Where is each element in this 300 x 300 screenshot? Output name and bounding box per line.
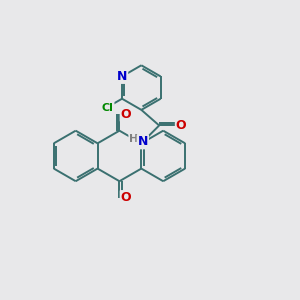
Text: O: O xyxy=(121,108,131,121)
Text: N: N xyxy=(138,135,148,148)
Text: N: N xyxy=(117,70,127,83)
Text: O: O xyxy=(121,191,131,204)
Text: Cl: Cl xyxy=(102,103,114,112)
Text: H: H xyxy=(129,134,139,144)
Text: O: O xyxy=(176,119,187,132)
